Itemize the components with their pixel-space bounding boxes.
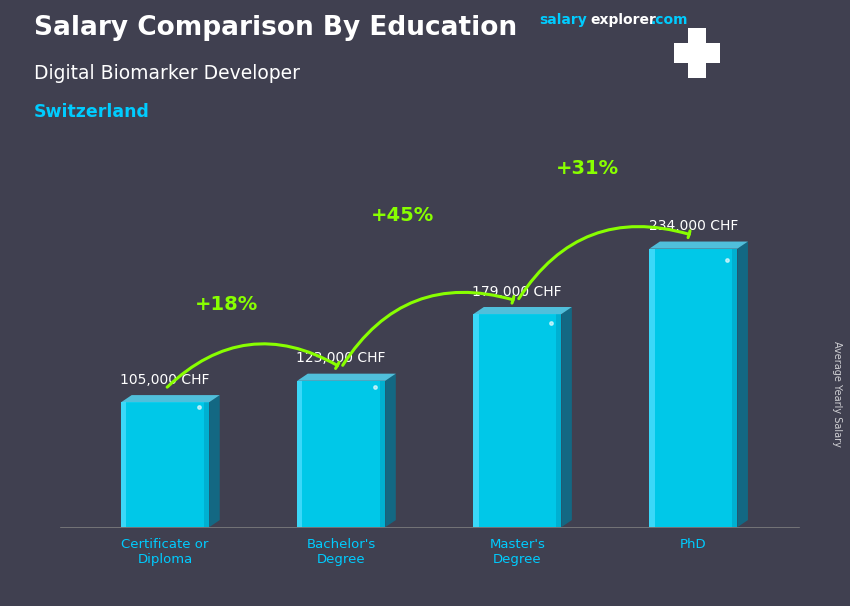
Bar — [298, 381, 385, 527]
Text: 234,000 CHF: 234,000 CHF — [649, 219, 738, 233]
Text: .com: .com — [651, 13, 688, 27]
Text: Salary Comparison By Education: Salary Comparison By Education — [34, 15, 517, 41]
Text: +31%: +31% — [556, 159, 620, 178]
Bar — [121, 402, 209, 527]
Bar — [649, 248, 737, 527]
Polygon shape — [649, 242, 748, 248]
Text: 179,000 CHF: 179,000 CHF — [473, 285, 562, 299]
Text: Average Yearly Salary: Average Yearly Salary — [832, 341, 842, 447]
Polygon shape — [298, 374, 396, 381]
Polygon shape — [561, 307, 572, 527]
Bar — [649, 248, 654, 527]
Polygon shape — [385, 374, 396, 527]
Text: +18%: +18% — [196, 295, 258, 313]
Polygon shape — [737, 242, 748, 527]
Bar — [674, 43, 720, 63]
Polygon shape — [473, 307, 572, 314]
Bar — [298, 381, 303, 527]
Text: explorer: explorer — [591, 13, 656, 27]
Bar — [204, 402, 209, 527]
Polygon shape — [121, 395, 219, 402]
Bar — [688, 28, 706, 78]
Bar — [121, 402, 127, 527]
Text: +45%: +45% — [371, 206, 434, 225]
Bar — [473, 314, 561, 527]
Bar — [732, 248, 737, 527]
Polygon shape — [209, 395, 219, 527]
Text: Switzerland: Switzerland — [34, 103, 150, 121]
Bar — [380, 381, 385, 527]
Bar — [473, 314, 479, 527]
Text: salary: salary — [540, 13, 587, 27]
Text: 123,000 CHF: 123,000 CHF — [297, 351, 386, 365]
Text: Digital Biomarker Developer: Digital Biomarker Developer — [34, 64, 300, 82]
Text: 105,000 CHF: 105,000 CHF — [121, 373, 210, 387]
Bar — [556, 314, 561, 527]
